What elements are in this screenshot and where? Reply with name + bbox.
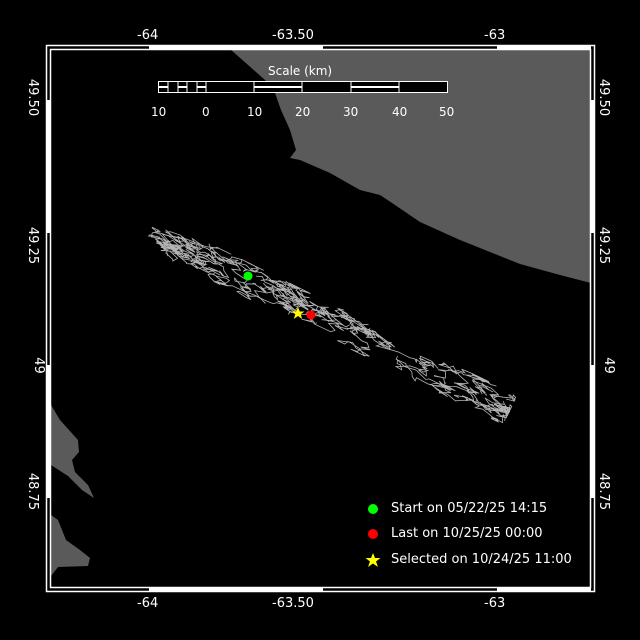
start-marker[interactable] <box>243 271 253 281</box>
track-line <box>256 271 310 310</box>
y-tick-left: 48.75 <box>25 472 41 511</box>
red-dot-icon <box>368 529 378 539</box>
scale-bar <box>158 81 448 93</box>
y-tick-left: 49 <box>30 357 46 374</box>
track-lines <box>147 226 517 424</box>
track-line <box>269 279 314 311</box>
track-line <box>165 229 230 278</box>
scale-title: Scale (km) <box>268 64 333 78</box>
x-tick-top: -63.50 <box>272 28 314 43</box>
green-dot-icon <box>368 504 378 514</box>
track-line <box>161 231 264 273</box>
track-line <box>394 358 452 391</box>
x-tick-bottom: -63.50 <box>272 596 314 611</box>
x-tick-bottom: -64 <box>137 596 159 611</box>
scale-label: 0 <box>202 105 210 119</box>
legend-last-label: Last on 10/25/25 00:00 <box>391 526 543 541</box>
legend-selected-label: Selected on 10/24/25 11:00 <box>391 552 572 567</box>
track-line <box>265 282 311 300</box>
y-tick-right: 48.75 <box>596 472 612 511</box>
scale-label: 40 <box>392 105 408 119</box>
scale-label: 20 <box>295 105 311 119</box>
track-line <box>189 247 231 287</box>
scale-label: 10 <box>151 105 167 119</box>
track-line <box>484 397 513 418</box>
track-line <box>185 248 261 274</box>
x-tick-top: -63 <box>484 28 506 43</box>
map-frame <box>45 44 596 593</box>
track-line <box>395 355 456 398</box>
y-tick-left: 49.25 <box>25 226 41 265</box>
track-line <box>312 322 371 357</box>
yellow-star-icon <box>365 553 381 567</box>
x-tick-bottom: -63 <box>484 596 506 611</box>
scale-label: 50 <box>439 105 455 119</box>
track-line <box>431 384 506 424</box>
track-line <box>341 311 393 350</box>
selected-star-marker[interactable] <box>291 307 305 319</box>
scale-label: 30 <box>343 105 359 119</box>
track-line <box>438 362 480 402</box>
land-west-2 <box>51 515 90 576</box>
last-marker[interactable] <box>306 310 316 320</box>
track-line <box>271 288 303 316</box>
track-line <box>156 240 221 276</box>
y-tick-right: 49.25 <box>596 226 612 265</box>
land-west-1 <box>51 405 94 498</box>
land-north-coast <box>230 49 591 283</box>
scale-label: 10 <box>247 105 263 119</box>
y-tick-right: 49.50 <box>596 78 612 117</box>
legend-start-label: Start on 05/22/25 14:15 <box>391 501 548 516</box>
x-tick-top: -64 <box>137 28 159 43</box>
track-line <box>236 287 330 324</box>
y-tick-right: 49 <box>600 357 616 374</box>
y-tick-left: 49.50 <box>25 78 41 117</box>
track-line <box>471 393 517 417</box>
track-line <box>173 236 232 259</box>
track-line <box>452 368 497 396</box>
